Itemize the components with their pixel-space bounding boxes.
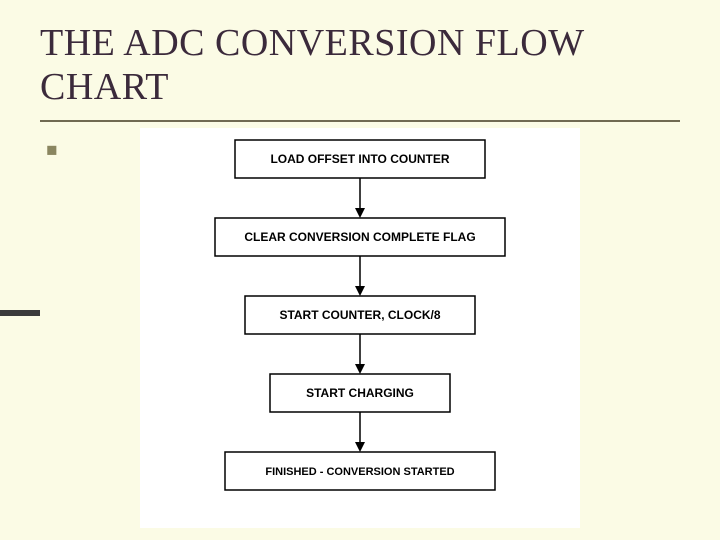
arrowhead-icon — [355, 442, 365, 452]
arrowhead-icon — [355, 208, 365, 218]
arrowhead-icon — [355, 364, 365, 374]
bullet-marker: ◼ — [46, 142, 58, 154]
flow-node-label: FINISHED - CONVERSION STARTED — [265, 466, 454, 478]
arrowhead-icon — [355, 286, 365, 296]
flow-node-label: LOAD OFFSET INTO COUNTER — [270, 152, 449, 166]
slide-title: THE ADC CONVERSION FLOW CHART — [40, 22, 680, 109]
flow-node: START CHARGING — [270, 374, 450, 412]
flow-node-label: START CHARGING — [306, 386, 414, 400]
slide: THE ADC CONVERSION FLOW CHART ◼ LOAD OFF… — [0, 0, 720, 540]
title-underline — [40, 120, 680, 122]
flow-node: LOAD OFFSET INTO COUNTER — [235, 140, 485, 178]
flow-node-label: START COUNTER, CLOCK/8 — [279, 308, 440, 322]
flow-node: START COUNTER, CLOCK/8 — [245, 296, 475, 334]
flowchart-panel: LOAD OFFSET INTO COUNTER CLEAR CONVERSION… — [140, 128, 580, 528]
left-accent-bar — [0, 310, 40, 316]
flow-node-label: CLEAR CONVERSION COMPLETE FLAG — [244, 230, 475, 244]
flow-node: FINISHED - CONVERSION STARTED — [225, 452, 495, 490]
flowchart-svg: LOAD OFFSET INTO COUNTER CLEAR CONVERSION… — [140, 128, 580, 528]
flow-node: CLEAR CONVERSION COMPLETE FLAG — [215, 218, 505, 256]
